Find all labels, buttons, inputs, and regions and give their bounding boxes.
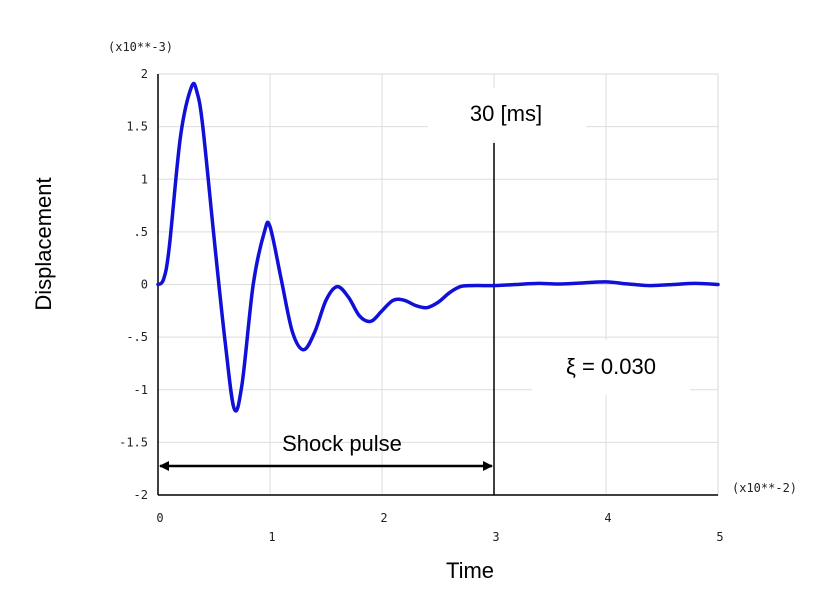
- damping-label-bg: [532, 340, 690, 395]
- y-tick-label: 1.5: [126, 120, 148, 134]
- x-tick-label: 0: [156, 511, 163, 525]
- displacement-series-line: [156, 81, 720, 413]
- y-tick-label: -.5: [126, 330, 148, 344]
- x-tick-label: 3: [492, 530, 499, 544]
- x-tick-labels: 0 1 2 3 4 5: [156, 511, 723, 544]
- y-tick-labels: 21.51.50-.5-1-1.5-2: [119, 67, 148, 502]
- y-tick-label: -1: [134, 383, 148, 397]
- y-tick-label: 0: [141, 278, 148, 292]
- x-tick-label: 4: [604, 511, 611, 525]
- time-marker-label: 30 [ms]: [470, 101, 542, 126]
- x-tick-label: 5: [716, 530, 723, 544]
- y-tick-label: -1.5: [119, 435, 148, 449]
- time-marker-label-bg: [428, 88, 586, 140]
- x-tick-label: 2: [380, 511, 387, 525]
- x-tick-label: 1: [268, 530, 275, 544]
- shock-pulse-label: Shock pulse: [282, 431, 402, 456]
- y-tick-label: -2: [134, 488, 148, 502]
- y-tick-label: 1: [141, 172, 148, 186]
- x-multiplier-label: (x10**-2): [732, 481, 797, 495]
- damping-label: ξ = 0.030: [566, 354, 656, 379]
- y-axis-title: Displacement: [31, 177, 56, 310]
- y-tick-label: 2: [141, 67, 148, 81]
- y-tick-label: .5: [134, 225, 148, 239]
- y-multiplier-label: (x10**-3): [108, 40, 173, 54]
- x-axis-title: Time: [446, 558, 494, 583]
